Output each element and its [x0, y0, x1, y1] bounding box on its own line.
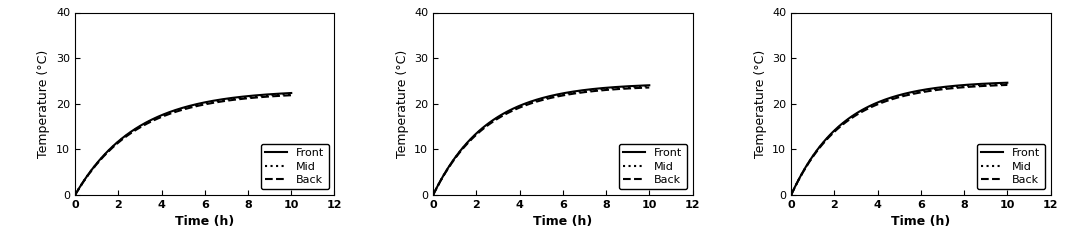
Line: Mid: Mid	[791, 84, 1008, 195]
Back	[285, 94, 298, 97]
Front	[643, 84, 656, 87]
Back	[522, 103, 535, 106]
Front	[953, 84, 966, 87]
Mid	[1001, 82, 1014, 85]
Line: Mid: Mid	[433, 86, 650, 195]
Mid	[595, 88, 608, 90]
Mid	[237, 96, 250, 99]
Back	[237, 97, 250, 100]
Back	[599, 88, 612, 92]
Back	[449, 157, 462, 160]
Front	[522, 101, 535, 104]
Back	[515, 106, 527, 109]
Front	[807, 154, 820, 157]
Back	[575, 91, 587, 94]
Front	[880, 98, 893, 101]
Front	[873, 100, 885, 103]
Back	[643, 86, 656, 89]
Back	[807, 155, 820, 158]
Back	[880, 100, 893, 102]
Mid	[807, 154, 820, 157]
Legend: Front, Mid, Back: Front, Mid, Back	[977, 144, 1045, 190]
Front	[237, 95, 250, 98]
Front	[449, 156, 462, 159]
Mid	[285, 92, 298, 96]
Front	[599, 86, 612, 89]
Front	[595, 87, 608, 90]
Legend: Front, Mid, Back: Front, Mid, Back	[619, 144, 687, 190]
Legend: Front, Mid, Back: Front, Mid, Back	[260, 144, 329, 190]
Line: Back: Back	[791, 85, 1008, 195]
Mid	[241, 96, 254, 98]
Front	[957, 84, 970, 86]
Mid	[953, 85, 966, 88]
Mid	[217, 98, 229, 102]
Front	[1001, 81, 1014, 84]
Mid	[957, 84, 970, 87]
Front	[427, 194, 440, 196]
Mid	[515, 104, 527, 108]
Mid	[599, 87, 612, 90]
Back	[957, 86, 970, 89]
Mid	[427, 194, 440, 196]
Y-axis label: Temperature (°C): Temperature (°C)	[754, 50, 766, 158]
Line: Front: Front	[433, 85, 650, 195]
Mid	[449, 156, 462, 159]
X-axis label: Time (h): Time (h)	[891, 216, 951, 228]
Front	[69, 194, 81, 196]
Back	[241, 97, 254, 100]
Mid	[157, 114, 169, 117]
Front	[241, 95, 254, 98]
Back	[69, 194, 81, 196]
Back	[1001, 84, 1014, 86]
Back	[217, 100, 229, 103]
Back	[933, 88, 946, 91]
Back	[953, 86, 966, 89]
Back	[595, 89, 608, 92]
Front	[933, 86, 946, 89]
Mid	[873, 101, 885, 104]
Back	[873, 102, 885, 106]
Mid	[522, 102, 535, 105]
Front	[157, 113, 169, 116]
Line: Front: Front	[75, 93, 292, 195]
Mid	[164, 111, 177, 114]
Back	[427, 194, 440, 196]
Front	[285, 92, 298, 94]
Front	[575, 89, 587, 92]
Mid	[69, 194, 81, 196]
Line: Front: Front	[791, 83, 1008, 195]
Front	[164, 110, 177, 113]
Y-axis label: Temperature (°C): Temperature (°C)	[396, 50, 408, 158]
Y-axis label: Temperature (°C): Temperature (°C)	[38, 50, 50, 158]
X-axis label: Time (h): Time (h)	[533, 216, 593, 228]
Back	[785, 194, 798, 196]
Back	[164, 112, 177, 115]
Mid	[575, 90, 587, 93]
Line: Mid: Mid	[75, 94, 292, 195]
Back	[91, 162, 104, 165]
Mid	[91, 162, 104, 165]
X-axis label: Time (h): Time (h)	[175, 216, 235, 228]
Mid	[880, 98, 893, 102]
Line: Back: Back	[433, 88, 650, 195]
Front	[515, 104, 527, 107]
Line: Back: Back	[75, 95, 292, 195]
Mid	[785, 194, 798, 196]
Front	[217, 98, 229, 100]
Mid	[933, 87, 946, 90]
Mid	[643, 85, 656, 88]
Back	[157, 115, 169, 118]
Front	[785, 194, 798, 196]
Front	[91, 162, 104, 164]
